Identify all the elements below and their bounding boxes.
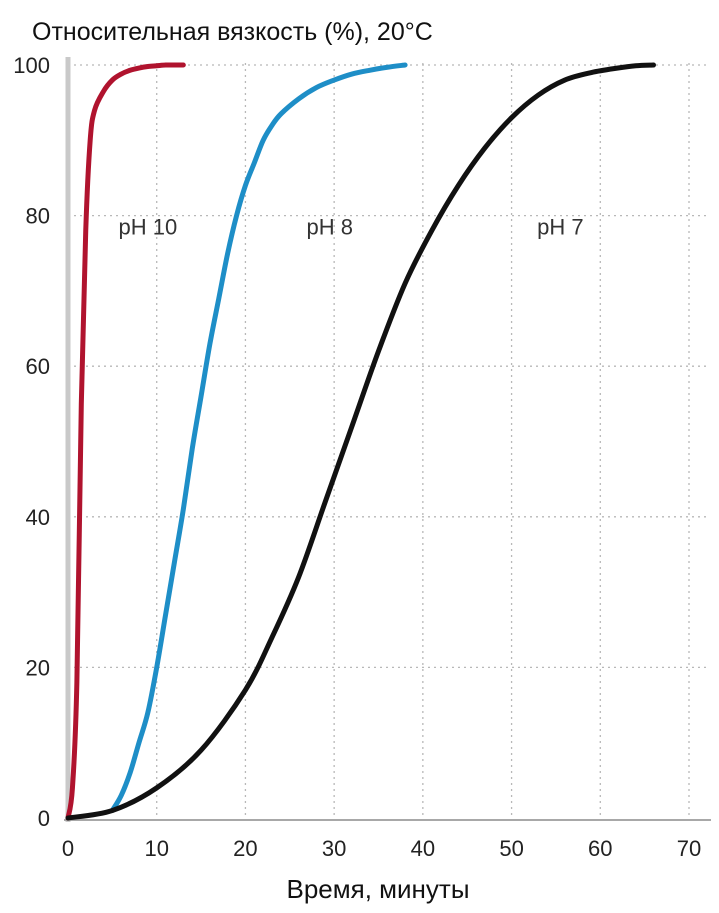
y-tick-label-80: 80 <box>26 204 50 229</box>
x-tick-label-20: 20 <box>233 836 257 861</box>
series-lines <box>65 62 657 821</box>
series-line-ph-8 <box>109 62 408 813</box>
x-tick-label-30: 30 <box>322 836 346 861</box>
y-tick-label-40: 40 <box>26 505 50 530</box>
grid <box>68 63 707 818</box>
axes: 0 20 40 60 80 100 0 10 20 30 40 50 60 70 <box>13 53 711 861</box>
y-tick-label-60: 60 <box>26 354 50 379</box>
y-tick-label-20: 20 <box>26 655 50 680</box>
x-tick-label-10: 10 <box>144 836 168 861</box>
x-tick-label-60: 60 <box>588 836 612 861</box>
series-line-ph-10 <box>65 62 186 821</box>
chart-title: Относительная вязкость (%), 20°C <box>32 18 433 46</box>
x-tick-label-40: 40 <box>411 836 435 861</box>
series-line-ph-7 <box>65 62 657 821</box>
x-tick-label-0: 0 <box>62 836 74 861</box>
y-tick-label-100: 100 <box>13 53 50 78</box>
series-annotation-ph-10: pH 10 <box>118 214 177 239</box>
series-annotations: pH 10 pH 8 pH 7 <box>118 214 583 239</box>
x-tick-label-70: 70 <box>677 836 701 861</box>
series-annotation-ph-8: pH 8 <box>306 214 352 239</box>
y-tick-label-0: 0 <box>38 806 50 831</box>
series-annotation-ph-7: pH 7 <box>537 214 583 239</box>
x-axis-label: Время, минуты <box>286 874 469 904</box>
x-tick-label-50: 50 <box>499 836 523 861</box>
